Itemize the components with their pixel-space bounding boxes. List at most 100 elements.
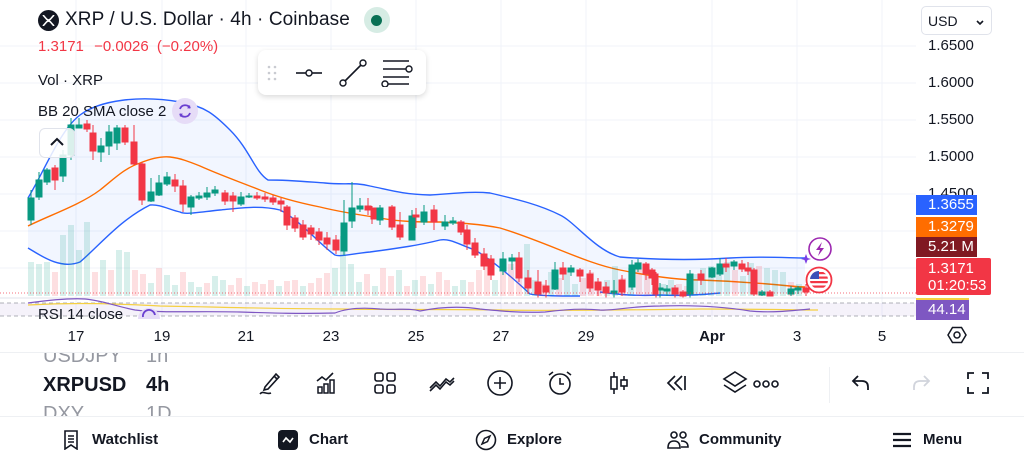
- chevron-down-icon: [975, 13, 985, 29]
- price-chart-canvas[interactable]: [0, 0, 1024, 352]
- price-tick: 1.6000: [928, 74, 974, 91]
- bb-basis-tag: 1.3279: [916, 217, 977, 237]
- bar-countdown: 01:20:53: [928, 277, 987, 294]
- time-tick-month: Apr: [699, 328, 725, 345]
- last-price: 1.3171: [38, 38, 84, 55]
- collapse-legend-button[interactable]: [39, 128, 75, 158]
- time-tick: 3: [792, 328, 802, 345]
- bottom-navigation: Watchlist Chart Explore Community Menu: [0, 416, 1024, 461]
- candlesticks: [27, 118, 810, 298]
- nav-community[interactable]: Community: [667, 417, 782, 461]
- pencil-icon: [257, 370, 283, 401]
- rewind-icon: [664, 373, 688, 398]
- last-price-tag: 1.3171 01:20:53: [916, 258, 991, 295]
- compass-icon: [475, 429, 497, 451]
- indicators-button[interactable]: [311, 369, 343, 401]
- chart-legend: XRP / U.S. Dollar · 4h · Coinbase 1.3171…: [38, 7, 390, 124]
- grid-layout-icon: [373, 371, 397, 400]
- symbol-interval-picker[interactable]: USDJPY 1h XRPUSD 4h DXY 1D: [43, 353, 243, 417]
- price-tick: 1.6500: [928, 37, 974, 54]
- chart-settings-button[interactable]: [944, 326, 970, 348]
- fullscreen-icon: [965, 370, 991, 401]
- time-tick: 21: [237, 328, 255, 345]
- picker-row-selected[interactable]: XRPUSD 4h: [43, 374, 170, 396]
- market-status-icon[interactable]: [363, 7, 390, 33]
- time-tick: 5: [877, 328, 887, 345]
- plus-circle-icon: [486, 369, 514, 402]
- rsi-label: RSI 14 close: [38, 306, 124, 320]
- nav-menu[interactable]: Menu: [891, 417, 962, 461]
- chart-icon: [277, 429, 299, 451]
- refresh-icon[interactable]: [138, 305, 160, 330]
- object-tree-button[interactable]: [719, 369, 751, 401]
- redo-button[interactable]: [905, 369, 937, 401]
- price-change-row: 1.3171 −0.0026 (−0.20%): [38, 38, 390, 58]
- symbol-title[interactable]: XRP / U.S. Dollar · 4h · Coinbase: [65, 9, 350, 30]
- picker-row[interactable]: DXY 1D: [43, 403, 172, 417]
- xrp-logo-icon: [38, 9, 59, 31]
- drawings-button[interactable]: [254, 369, 286, 401]
- rsi-ma-line: [27, 302, 819, 312]
- compare-lines-icon: [428, 372, 456, 399]
- price-tick: 1.5000: [928, 148, 974, 165]
- time-tick: 19: [153, 328, 171, 345]
- layouts-button[interactable]: [369, 369, 401, 401]
- community-icon: [667, 429, 689, 451]
- add-button[interactable]: [484, 369, 516, 401]
- price-tick: 1.5500: [928, 111, 974, 128]
- bottom-toolbar: USDJPY 1h XRPUSD 4h DXY 1D: [0, 352, 1024, 417]
- economic-event-us-flag-icon[interactable]: [805, 266, 833, 299]
- last-price-tag-value: 1.3171: [928, 260, 974, 277]
- picker-row[interactable]: USDJPY 1h: [43, 353, 169, 367]
- replay-button[interactable]: [660, 369, 692, 401]
- nav-explore[interactable]: Explore: [475, 417, 562, 461]
- volume-label: Vol · XRP: [38, 71, 104, 89]
- bollinger-band-fill: [28, 98, 805, 296]
- alarm-clock-icon: [546, 369, 574, 402]
- nav-chart[interactable]: Chart: [277, 417, 348, 461]
- ai-signal-icon[interactable]: [800, 236, 834, 269]
- bb-upper-tag: 1.3655: [916, 195, 977, 215]
- undo-icon: [850, 373, 872, 398]
- redo-icon: [910, 373, 932, 398]
- trend-line-tool-icon[interactable]: [336, 56, 370, 90]
- rsi-ma-tag: [916, 298, 969, 300]
- watchlist-icon: [60, 429, 82, 451]
- price-change: −0.0026: [94, 38, 149, 55]
- bb-indicator-legend[interactable]: BB 20 SMA close 2: [38, 98, 390, 124]
- chevron-up-icon: [49, 134, 65, 152]
- fullscreen-button[interactable]: [962, 369, 994, 401]
- chart-type-button[interactable]: [603, 369, 635, 401]
- currency-select[interactable]: USD: [921, 6, 992, 35]
- nav-watchlist[interactable]: Watchlist: [60, 417, 158, 461]
- indicators-chart-icon: [314, 370, 340, 401]
- time-tick: 23: [322, 328, 340, 345]
- rsi-tag: 44.14: [916, 300, 969, 320]
- currency-value: USD: [928, 12, 958, 29]
- time-tick: 25: [407, 328, 425, 345]
- rsi-indicator-legend[interactable]: RSI 14 close: [38, 306, 123, 320]
- alerts-button[interactable]: [544, 369, 576, 401]
- chart-pane[interactable]: XRP / U.S. Dollar · 4h · Coinbase 1.3171…: [0, 0, 1024, 352]
- settings-hexagon-icon: [947, 326, 967, 349]
- toolbar-divider: [829, 367, 830, 403]
- more-dots-icon: [753, 376, 779, 394]
- fib-retracement-tool-icon[interactable]: [380, 56, 414, 90]
- refresh-icon[interactable]: [172, 98, 199, 124]
- bollinger-upper-line: [27, 98, 806, 261]
- more-button[interactable]: [750, 369, 782, 401]
- price-change-pct: (−0.20%): [156, 38, 219, 55]
- volume-indicator-legend[interactable]: Vol · XRP: [38, 70, 390, 90]
- undo-button[interactable]: [845, 369, 877, 401]
- compare-button[interactable]: [426, 369, 458, 401]
- horizontal-ray-tool-icon[interactable]: [292, 56, 326, 90]
- layers-icon: [721, 369, 749, 402]
- bb-label: BB 20 SMA close 2: [38, 102, 167, 120]
- drag-handle-icon[interactable]: [266, 63, 278, 83]
- drawing-quick-toolbar: [258, 50, 426, 95]
- time-tick: 27: [492, 328, 510, 345]
- hamburger-icon: [891, 429, 913, 451]
- candles-icon: [607, 370, 631, 401]
- time-tick: 29: [577, 328, 595, 345]
